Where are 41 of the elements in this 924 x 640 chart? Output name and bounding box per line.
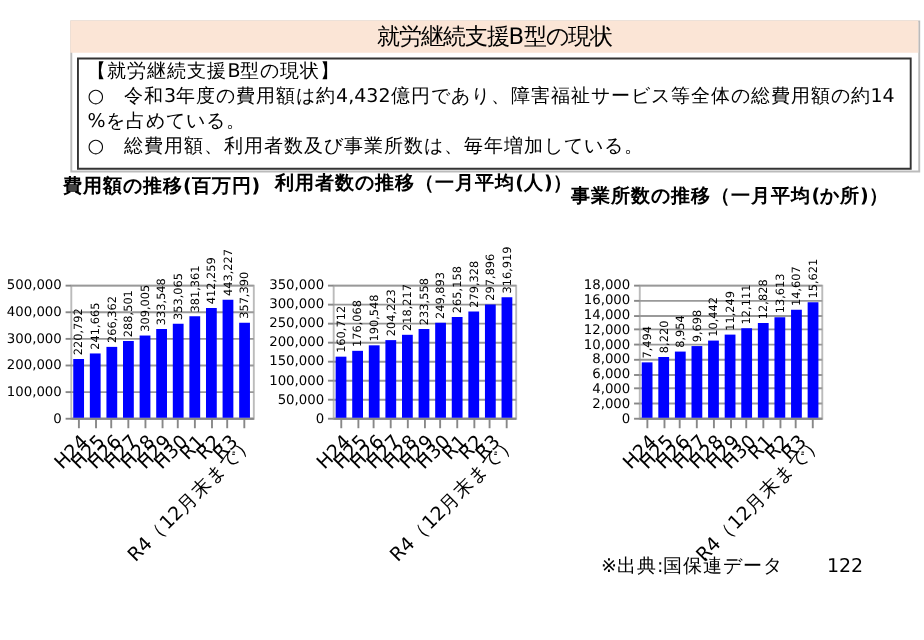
bar <box>691 346 703 418</box>
bar <box>435 322 446 418</box>
bar <box>106 346 118 418</box>
bar <box>451 316 463 418</box>
bar <box>658 357 670 418</box>
bar <box>335 356 347 418</box>
bar <box>156 329 167 418</box>
text: 就労継続支援B型の現状 <box>376 22 613 51</box>
bar <box>172 323 184 418</box>
bar <box>368 345 380 418</box>
bar <box>222 299 234 418</box>
bar <box>807 302 819 418</box>
bar <box>123 340 134 418</box>
bar <box>791 309 802 418</box>
bar <box>418 328 430 418</box>
bar <box>189 316 201 418</box>
bar <box>468 311 480 418</box>
text: ○ 令和3年度の費用額は約4,432億円であり、障害福祉サービス等全体の総費用額の約14%を占めている。 <box>87 84 895 133</box>
bar <box>385 340 397 418</box>
text: ○ 総費用額、利用者数及び事業所数は、毎年増加している。 <box>87 133 645 158</box>
bar <box>484 304 496 418</box>
bar <box>774 317 786 418</box>
chart-title: 費用額の推移(百万円) <box>60 173 261 198</box>
text: 122 <box>826 555 864 578</box>
chart-title: 事業所数の推移（一月平均(か所)） <box>569 183 889 208</box>
bar <box>89 353 101 418</box>
bar <box>757 322 769 418</box>
bar <box>641 362 653 418</box>
bar <box>205 308 217 418</box>
text: 【就労継続支援B型の現状】 <box>87 59 341 84</box>
bar <box>401 334 413 418</box>
bar <box>501 297 513 418</box>
bar <box>724 334 736 418</box>
bar <box>708 340 719 418</box>
bar <box>674 351 686 418</box>
bar <box>139 335 151 418</box>
bar <box>73 359 85 418</box>
bar <box>741 328 753 418</box>
bar <box>352 350 363 418</box>
chart-title: 利用者数の推移（一月平均(人)） <box>273 171 573 196</box>
bar <box>239 322 250 418</box>
